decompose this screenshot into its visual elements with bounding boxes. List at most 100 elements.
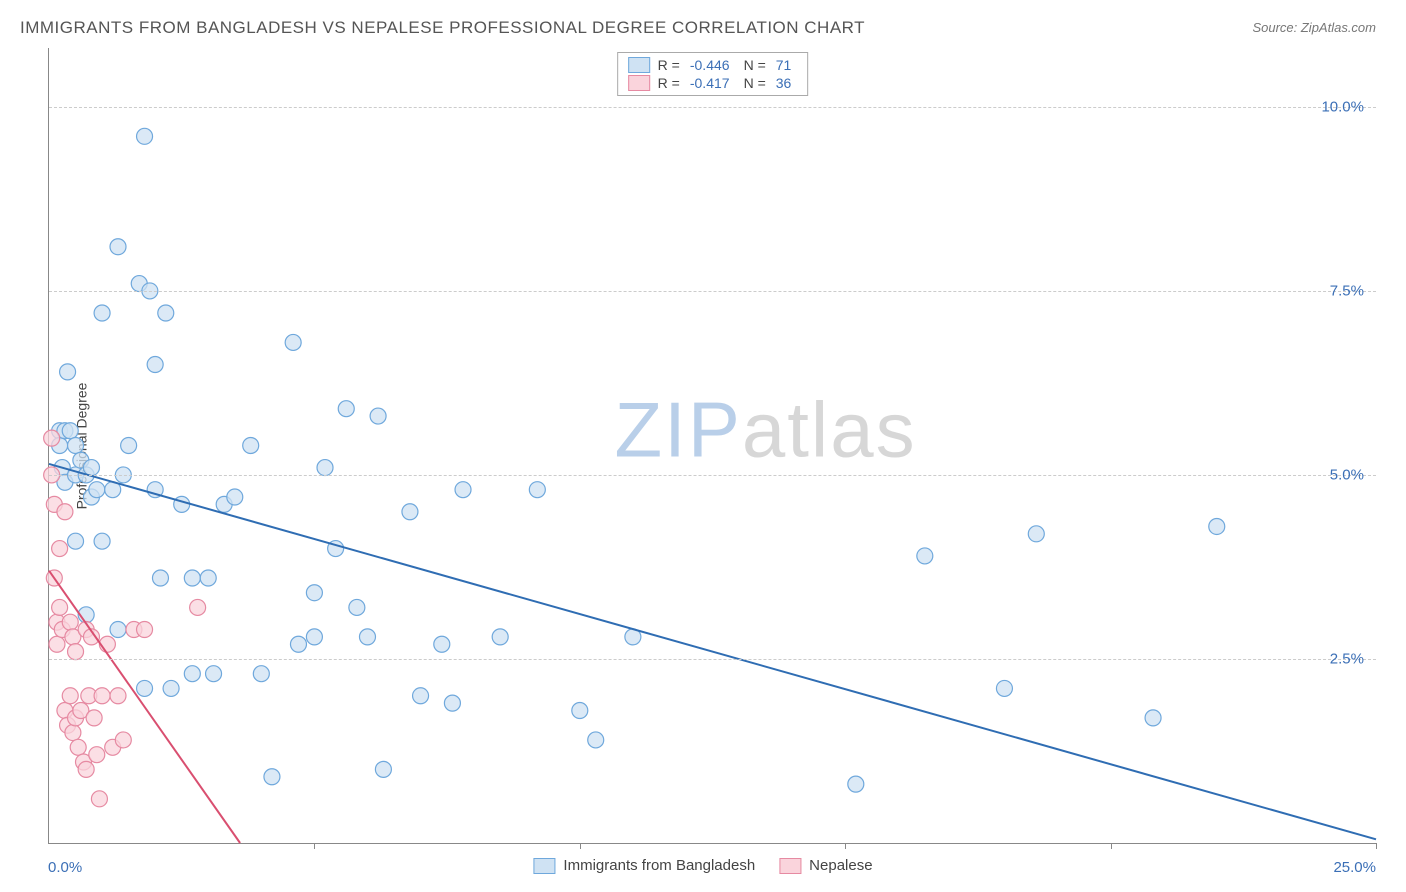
r-value: -0.446	[690, 57, 730, 73]
data-point	[402, 504, 418, 520]
data-point	[110, 622, 126, 638]
data-point	[227, 489, 243, 505]
data-point	[152, 570, 168, 586]
n-value: 36	[776, 75, 792, 91]
trend-line	[49, 464, 1376, 839]
data-point	[110, 688, 126, 704]
data-point	[200, 570, 216, 586]
data-point	[68, 644, 84, 660]
data-point	[60, 364, 76, 380]
data-point	[190, 599, 206, 615]
gridline	[49, 107, 1376, 108]
data-point	[49, 636, 65, 652]
data-point	[158, 305, 174, 321]
data-point	[68, 438, 84, 454]
chart-title: IMMIGRANTS FROM BANGLADESH VS NEPALESE P…	[20, 18, 865, 38]
data-point	[68, 533, 84, 549]
data-point	[434, 636, 450, 652]
legend-label: Nepalese	[809, 857, 872, 874]
y-tick-label: 2.5%	[1330, 650, 1364, 667]
data-point	[455, 482, 471, 498]
data-point	[44, 430, 60, 446]
data-point	[89, 482, 105, 498]
series-legend: Immigrants from Bangladesh Nepalese	[533, 857, 872, 874]
data-point	[174, 496, 190, 512]
data-point	[290, 636, 306, 652]
data-point	[110, 239, 126, 255]
legend-swatch-icon	[779, 858, 801, 874]
x-tick	[580, 843, 581, 849]
data-point	[62, 688, 78, 704]
x-axis-max-label: 25.0%	[1333, 859, 1376, 876]
scatter-plot	[49, 48, 1376, 843]
n-label: N =	[744, 57, 766, 73]
gridline	[49, 475, 1376, 476]
data-point	[137, 622, 153, 638]
data-point	[306, 629, 322, 645]
data-point	[78, 761, 94, 777]
data-point	[264, 769, 280, 785]
data-point	[444, 695, 460, 711]
legend-swatch-icon	[533, 858, 555, 874]
x-tick	[1111, 843, 1112, 849]
data-point	[147, 357, 163, 373]
data-point	[62, 614, 78, 630]
data-point	[163, 680, 179, 696]
data-point	[1209, 518, 1225, 534]
data-point	[184, 570, 200, 586]
legend-row-bangladesh: R = -0.446 N = 71	[628, 56, 798, 74]
data-point	[253, 666, 269, 682]
data-point	[94, 533, 110, 549]
data-point	[65, 725, 81, 741]
legend-label: Immigrants from Bangladesh	[563, 857, 755, 874]
gridline	[49, 659, 1376, 660]
n-label: N =	[744, 75, 766, 91]
data-point	[86, 710, 102, 726]
data-point	[370, 408, 386, 424]
data-point	[62, 423, 78, 439]
data-point	[285, 334, 301, 350]
n-value: 71	[776, 57, 792, 73]
legend-item-bangladesh: Immigrants from Bangladesh	[533, 857, 755, 874]
data-point	[492, 629, 508, 645]
y-tick-label: 10.0%	[1321, 98, 1364, 115]
data-point	[184, 666, 200, 682]
legend-swatch-bangladesh	[628, 57, 650, 73]
r-label: R =	[658, 57, 680, 73]
data-point	[83, 460, 99, 476]
x-tick	[845, 843, 846, 849]
data-point	[70, 739, 86, 755]
data-point	[57, 504, 73, 520]
data-point	[375, 761, 391, 777]
data-point	[349, 599, 365, 615]
x-axis-min-label: 0.0%	[48, 859, 82, 876]
data-point	[137, 680, 153, 696]
data-point	[588, 732, 604, 748]
legend-row-nepalese: R = -0.417 N = 36	[628, 74, 798, 92]
legend-swatch-nepalese	[628, 75, 650, 91]
r-label: R =	[658, 75, 680, 91]
gridline	[49, 291, 1376, 292]
data-point	[996, 680, 1012, 696]
data-point	[137, 128, 153, 144]
x-tick	[1376, 843, 1377, 849]
legend-item-nepalese: Nepalese	[779, 857, 872, 874]
source-name: ZipAtlas.com	[1301, 20, 1376, 35]
data-point	[94, 688, 110, 704]
data-point	[115, 732, 131, 748]
data-point	[121, 438, 137, 454]
data-point	[91, 791, 107, 807]
y-tick-label: 5.0%	[1330, 466, 1364, 483]
data-point	[243, 438, 259, 454]
correlation-legend: R = -0.446 N = 71 R = -0.417 N = 36	[617, 52, 809, 96]
x-tick	[314, 843, 315, 849]
data-point	[52, 599, 68, 615]
data-point	[94, 305, 110, 321]
data-point	[1028, 526, 1044, 542]
data-point	[529, 482, 545, 498]
data-point	[306, 585, 322, 601]
r-value: -0.417	[690, 75, 730, 91]
data-point	[917, 548, 933, 564]
y-tick-label: 7.5%	[1330, 282, 1364, 299]
data-point	[848, 776, 864, 792]
